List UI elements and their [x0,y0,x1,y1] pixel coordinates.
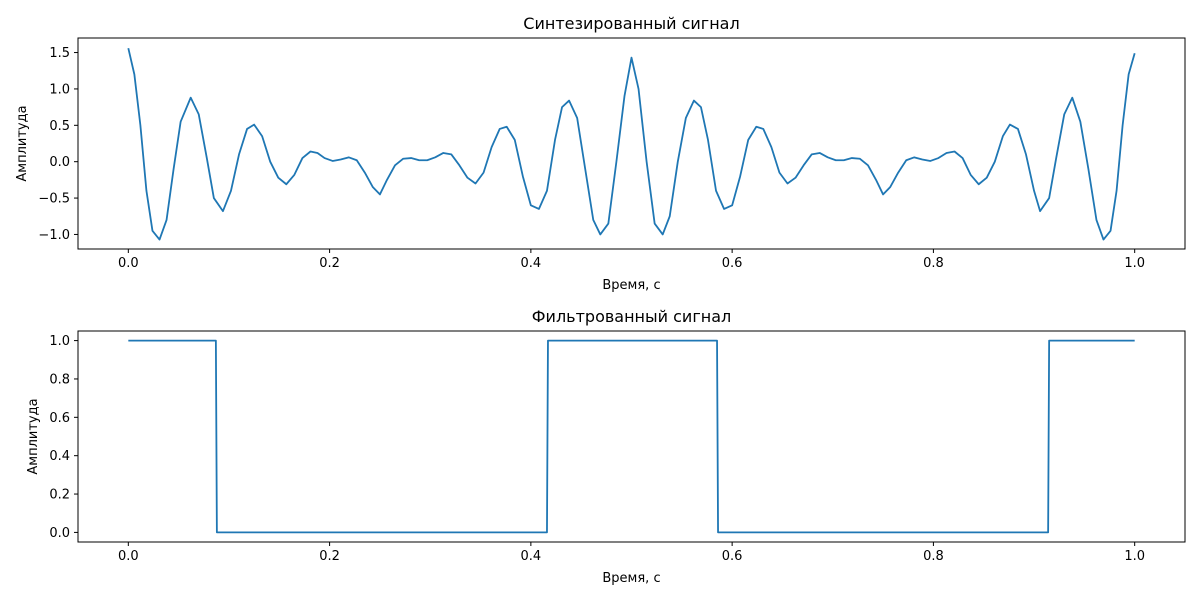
y-tick-label: 0.5 [49,119,70,134]
y-tick-label: 0.4 [49,449,70,464]
y-tick-label: 0.8 [49,372,70,387]
series-line [127,47,1136,241]
chart-title: Синтезированный сигнал [523,14,739,33]
x-tick-label: 0.6 [722,256,743,271]
x-tick-label: 0.8 [923,549,944,564]
chart-title: Фильтрованный сигнал [532,307,731,326]
x-tick-label: 0.6 [722,549,743,564]
y-axis-label: Амплитуда [26,398,41,474]
chart-synthesized-signal: Синтезированный сигнал Время, с Амплитуд… [15,14,1186,293]
y-tick-label: 1.5 [49,46,70,61]
x-tick-label: 0.2 [319,256,340,271]
y-tick-label: −0.5 [38,192,70,207]
series-line [128,339,1135,534]
y-axis-label: Амплитуда [15,105,30,181]
x-tick-label: 0.0 [118,256,139,271]
y-tick-label: 1.0 [49,334,70,349]
x-tick-label: 0.0 [118,549,139,564]
y-tick-label: 0.0 [49,155,70,170]
x-tick-label: 1.0 [1124,256,1145,271]
y-tick-label: 1.0 [49,82,70,97]
y-tick-label: 0.2 [49,488,70,503]
x-axis-label: Время, с [602,278,660,293]
y-tick-label: 0.6 [49,411,70,426]
x-tick-label: 0.8 [923,256,944,271]
x-tick-label: 1.0 [1124,549,1145,564]
y-tick-label: 0.0 [49,526,70,541]
x-axis-label: Время, с [602,571,660,586]
chart-filtered-signal: Фильтрованный сигнал Время, с Амплитуда … [26,307,1186,586]
y-tick-label: −1.0 [38,228,70,243]
x-tick-label: 0.2 [319,549,340,564]
x-tick-label: 0.4 [521,549,542,564]
axes-frame [77,37,1186,250]
axes-frame [77,330,1186,543]
x-tick-label: 0.4 [521,256,542,271]
